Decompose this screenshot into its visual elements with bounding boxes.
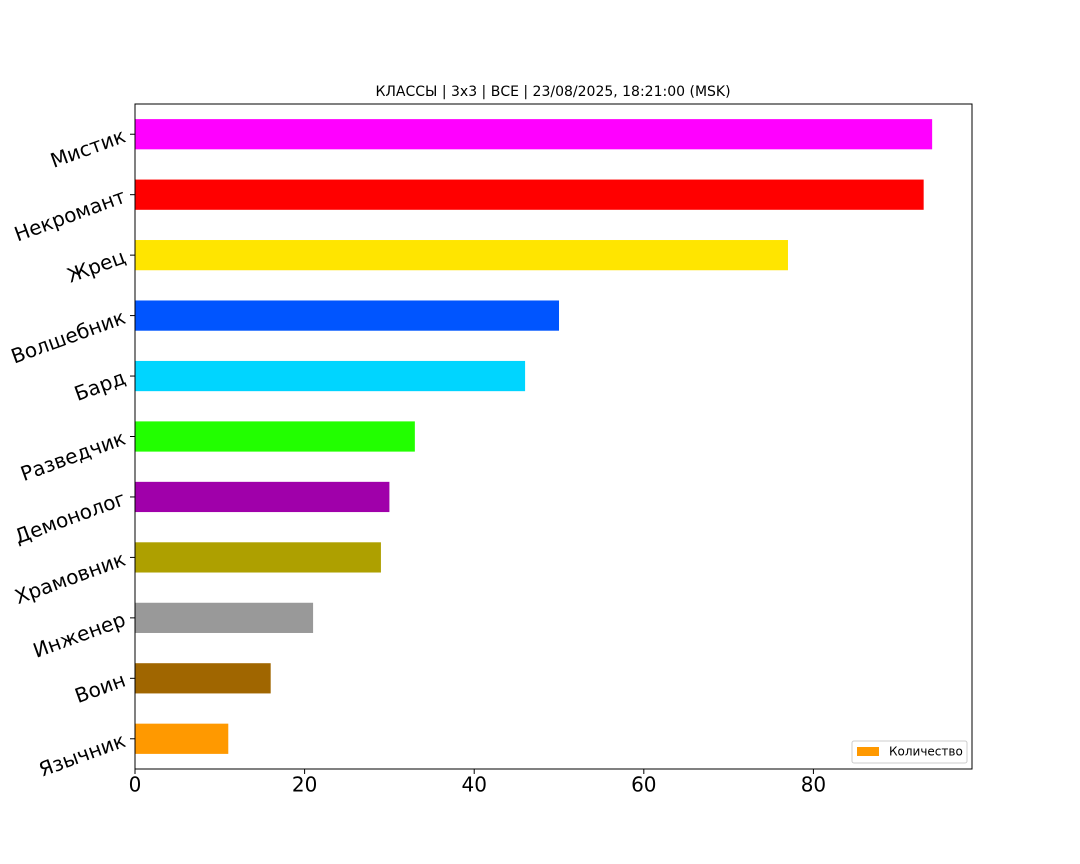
y-tick-label: Храмовник [11, 547, 128, 609]
bar [135, 421, 415, 452]
bar [135, 481, 390, 513]
y-tick-label: Некромант [11, 184, 129, 246]
x-tick-label: 0 [129, 773, 142, 797]
bar [135, 360, 526, 392]
bar [135, 300, 560, 331]
legend-box [851, 740, 968, 764]
bar [135, 542, 381, 573]
y-tick-label: Инженер [30, 607, 129, 663]
bar [135, 179, 924, 210]
legend-label: Количество [889, 745, 963, 759]
y-tick-label: Демонолог [11, 486, 128, 548]
bar [135, 602, 314, 633]
bar [135, 119, 933, 150]
legend-swatch [857, 747, 879, 756]
y-tick-label: Язычник [36, 728, 129, 781]
x-tick-label: 80 [801, 773, 826, 797]
x-tick-label: 40 [461, 773, 486, 797]
bar [135, 723, 229, 754]
x-tick-label: 20 [292, 773, 317, 797]
bar [135, 240, 788, 271]
y-tick-label: Воин [71, 668, 128, 708]
y-tick-label: Бард [71, 365, 129, 406]
x-tick-label: 60 [631, 773, 656, 797]
y-tick-label: Разведчик [17, 426, 128, 486]
y-tick-label: Мистик [47, 124, 128, 173]
y-tick-label: Волшебник [8, 305, 129, 369]
bar [135, 663, 271, 694]
y-tick-label: Жрец [64, 244, 129, 287]
chart-title: КЛАССЫ | 3x3 | ВСЕ | 23/08/2025, 18:21:0… [375, 84, 730, 100]
plot-frame [134, 103, 973, 770]
